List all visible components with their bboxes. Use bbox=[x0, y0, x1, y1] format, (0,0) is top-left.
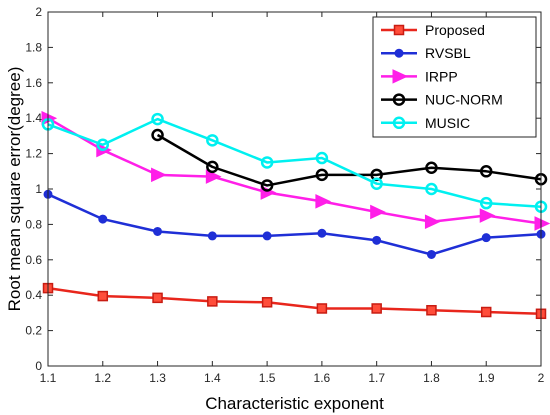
data-point bbox=[261, 297, 273, 308]
plot-frame bbox=[47, 11, 542, 367]
data-point bbox=[260, 179, 274, 192]
y-tick-label: 2 bbox=[35, 5, 42, 19]
y-axis-title: Root mean square error(degree) bbox=[5, 67, 24, 312]
x-tick-label: 1.4 bbox=[204, 371, 221, 385]
legend-marker bbox=[392, 116, 406, 130]
legend-label: MUSIC bbox=[425, 115, 470, 131]
legend-label: RVSBL bbox=[425, 45, 471, 61]
data-point bbox=[479, 165, 493, 178]
x-tick-label: 1.3 bbox=[149, 371, 166, 385]
data-point bbox=[424, 214, 441, 230]
data-point bbox=[151, 128, 164, 142]
data-point bbox=[96, 138, 110, 151]
legend-marker bbox=[392, 93, 406, 106]
legend-marker bbox=[394, 48, 404, 58]
legend-label: IRPP bbox=[425, 68, 458, 84]
data-point bbox=[98, 214, 108, 224]
x-tick-label: 1.2 bbox=[94, 371, 111, 385]
series-line bbox=[47, 193, 542, 256]
data-point bbox=[479, 196, 493, 210]
x-tick-label: 1.5 bbox=[259, 371, 276, 385]
data-point bbox=[372, 235, 382, 245]
x-axis-title: Characteristic exponent bbox=[205, 394, 384, 413]
y-tick-label: 0.8 bbox=[25, 217, 42, 231]
y-tick-label: 1.8 bbox=[25, 40, 42, 54]
legend-item: Proposed bbox=[381, 22, 485, 38]
data-point bbox=[371, 303, 382, 314]
data-point bbox=[206, 160, 219, 174]
legend-label: NUC-NORM bbox=[425, 92, 503, 108]
y-tick-label: 1.2 bbox=[25, 147, 42, 161]
data-point bbox=[151, 167, 167, 183]
data-point bbox=[479, 208, 496, 223]
x-tick-label: 1.6 bbox=[314, 371, 331, 385]
data-point bbox=[480, 306, 492, 318]
series-line bbox=[156, 133, 542, 187]
data-point bbox=[152, 292, 163, 304]
data-point bbox=[481, 233, 491, 243]
legend: Proposed RVSBL IRPP NUC-NORM MUSIC bbox=[372, 16, 537, 138]
data-point bbox=[370, 204, 386, 220]
series-line bbox=[47, 286, 542, 316]
y-tick-label: 1.6 bbox=[25, 76, 42, 90]
data-point bbox=[426, 304, 437, 316]
series-irpp bbox=[41, 110, 550, 231]
x-tick-label: 1.9 bbox=[478, 371, 495, 385]
legend-item: MUSIC bbox=[381, 115, 470, 131]
y-tick-label: 0.4 bbox=[25, 288, 42, 302]
x-tick-label: 1.1 bbox=[40, 371, 57, 385]
data-point bbox=[425, 161, 438, 175]
legend-marker bbox=[392, 69, 409, 84]
series-layer bbox=[41, 110, 550, 320]
legend-label: Proposed bbox=[425, 22, 485, 38]
data-point bbox=[317, 228, 327, 238]
data-point bbox=[426, 249, 436, 259]
data-point bbox=[316, 303, 328, 314]
series-music bbox=[41, 112, 548, 213]
y-tick-label: 1 bbox=[35, 182, 42, 196]
data-point bbox=[153, 226, 163, 236]
data-point bbox=[151, 112, 164, 126]
series-line bbox=[47, 117, 542, 208]
series-line bbox=[47, 117, 542, 225]
data-point bbox=[370, 177, 383, 190]
legend-item: IRPP bbox=[381, 68, 458, 84]
data-point bbox=[315, 194, 332, 209]
data-point bbox=[205, 169, 222, 184]
y-tick-label: 0.2 bbox=[25, 324, 42, 338]
data-point bbox=[207, 231, 217, 241]
data-point bbox=[260, 156, 274, 169]
axis-ticks: 1.1 1.2 1.3 1.4 1.5 1.6 1.7 1.8 1.9 2 0 0.2 0.4 0.6 0.… bbox=[25, 5, 544, 385]
x-tick-label: 1.8 bbox=[423, 371, 440, 385]
legend-item: RVSBL bbox=[381, 45, 471, 61]
data-point bbox=[206, 134, 219, 147]
data-point bbox=[262, 231, 272, 241]
data-point bbox=[315, 151, 329, 165]
legend-marker bbox=[393, 24, 405, 36]
y-tick-label: 1.4 bbox=[25, 111, 42, 125]
data-point bbox=[315, 168, 329, 182]
data-point bbox=[425, 182, 438, 196]
y-tick-label: 0 bbox=[35, 359, 42, 373]
legend-item: NUC-NORM bbox=[381, 92, 503, 108]
data-point bbox=[207, 296, 218, 307]
data-point bbox=[41, 110, 58, 126]
x-tick-label: 1.7 bbox=[368, 371, 385, 385]
data-point bbox=[534, 216, 550, 231]
data-point bbox=[97, 290, 109, 302]
series-nuc-norm bbox=[151, 128, 548, 192]
y-tick-label: 0.6 bbox=[25, 253, 42, 267]
x-tick-label: 2 bbox=[538, 371, 545, 385]
